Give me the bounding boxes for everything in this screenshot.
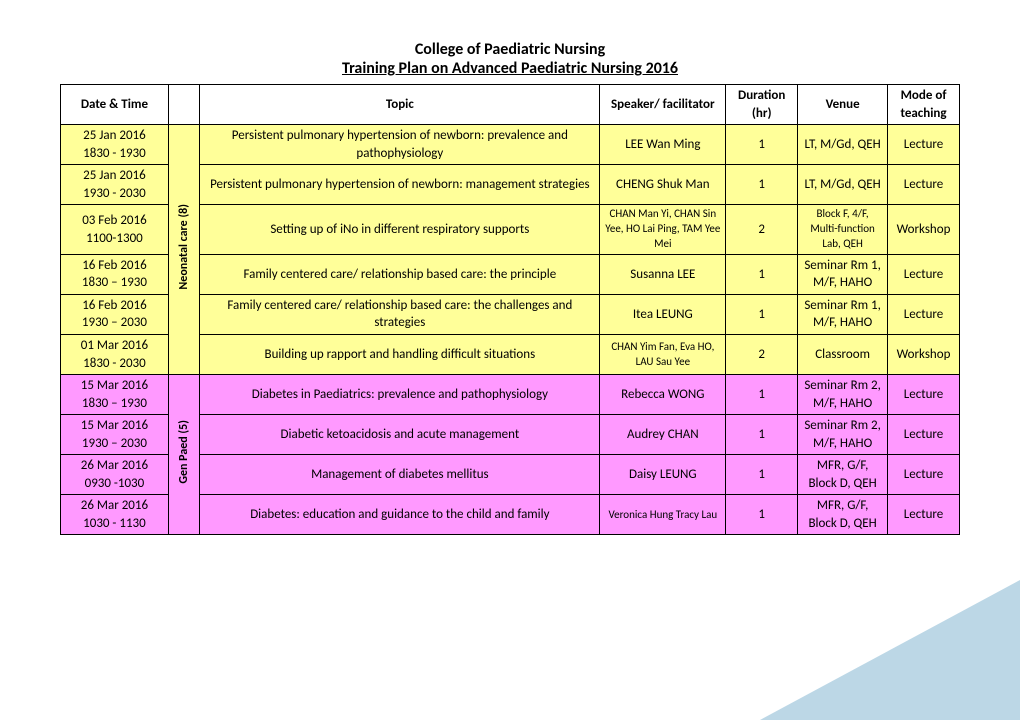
cell-topic: Family centered care/ relationship based…	[200, 254, 600, 294]
cell-speaker: CHAN Yim Fan, Eva HO, LAU Sau Yee	[600, 335, 726, 375]
cell-venue: MFR, G/F, Block D, QEH	[798, 455, 888, 495]
cell-speaker: CHAN Man Yi, CHAN Sin Yee, HO Lai Ping, …	[600, 205, 726, 255]
table-header-row: Date & Time Topic Speaker/ facilitator D…	[61, 85, 960, 125]
cell-date-time: 15 Mar 20161930 – 2030	[61, 415, 169, 455]
col-category	[168, 85, 199, 125]
cell-topic: Persistent pulmonary hypertension of new…	[200, 125, 600, 165]
cell-topic: Persistent pulmonary hypertension of new…	[200, 165, 600, 205]
cell-speaker: CHENG Shuk Man	[600, 165, 726, 205]
cell-duration: 1	[726, 254, 798, 294]
cell-speaker: Veronica Hung Tracy Lau	[600, 495, 726, 535]
cell-topic: Diabetic ketoacidosis and acute manageme…	[200, 415, 600, 455]
cell-venue: LT, M/Gd, QEH	[798, 165, 888, 205]
cell-mode: Lecture	[888, 455, 960, 495]
cell-mode: Lecture	[888, 375, 960, 415]
col-date: Date & Time	[61, 85, 169, 125]
category-label: Neonatal care (8)	[168, 125, 199, 375]
cell-duration: 1	[726, 294, 798, 334]
cell-venue: Classroom	[798, 335, 888, 375]
cell-topic: Setting up of iNo in different respirato…	[200, 205, 600, 255]
cell-topic: Management of diabetes mellitus	[200, 455, 600, 495]
cell-duration: 1	[726, 125, 798, 165]
cell-duration: 1	[726, 455, 798, 495]
cell-mode: Lecture	[888, 165, 960, 205]
col-duration: Duration (hr)	[726, 85, 798, 125]
cell-venue: Seminar Rm 2, M/F, HAHO	[798, 415, 888, 455]
cell-topic: Family centered care/ relationship based…	[200, 294, 600, 334]
cell-date-time: 15 Mar 20161830 – 1930	[61, 375, 169, 415]
cell-duration: 1	[726, 375, 798, 415]
subtitle: Training Plan on Advanced Paediatric Nur…	[60, 59, 960, 78]
col-topic: Topic	[200, 85, 600, 125]
category-label: Gen Paed (5)	[168, 375, 199, 535]
cell-venue: Seminar Rm 1, M/F, HAHO	[798, 294, 888, 334]
cell-speaker: Audrey CHAN	[600, 415, 726, 455]
cell-topic: Diabetes in Paediatrics: prevalence and …	[200, 375, 600, 415]
cell-speaker: Daisy LEUNG	[600, 455, 726, 495]
cell-date-time: 25 Jan 20161930 - 2030	[61, 165, 169, 205]
cell-venue: LT, M/Gd, QEH	[798, 125, 888, 165]
col-speaker: Speaker/ facilitator	[600, 85, 726, 125]
cell-speaker: LEE Wan Ming	[600, 125, 726, 165]
cell-speaker: Susanna LEE	[600, 254, 726, 294]
cell-topic: Diabetes: education and guidance to the …	[200, 495, 600, 535]
cell-date-time: 16 Feb 20161830 – 1930	[61, 254, 169, 294]
cell-mode: Workshop	[888, 205, 960, 255]
cell-duration: 1	[726, 165, 798, 205]
cell-venue: MFR, G/F, Block D, QEH	[798, 495, 888, 535]
cell-topic: Building up rapport and handling difficu…	[200, 335, 600, 375]
title: College of Paediatric Nursing	[60, 40, 960, 59]
cell-mode: Lecture	[888, 495, 960, 535]
cell-venue: Block F, 4/F, Multi-function Lab, QEH	[798, 205, 888, 255]
cell-duration: 2	[726, 335, 798, 375]
cell-mode: Lecture	[888, 294, 960, 334]
cell-date-time: 03 Feb 20161100-1300	[61, 205, 169, 255]
corner-decoration	[760, 580, 1020, 720]
cell-venue: Seminar Rm 2, M/F, HAHO	[798, 375, 888, 415]
col-venue: Venue	[798, 85, 888, 125]
cell-date-time: 16 Feb 20161930 – 2030	[61, 294, 169, 334]
cell-duration: 1	[726, 415, 798, 455]
cell-date-time: 01 Mar 20161830 - 2030	[61, 335, 169, 375]
cell-date-time: 26 Mar 20160930 -1030	[61, 455, 169, 495]
cell-date-time: 26 Mar 20161030 - 1130	[61, 495, 169, 535]
cell-mode: Lecture	[888, 415, 960, 455]
cell-date-time: 25 Jan 20161830 - 1930	[61, 125, 169, 165]
cell-speaker: Rebecca WONG	[600, 375, 726, 415]
cell-mode: Lecture	[888, 254, 960, 294]
cell-duration: 1	[726, 495, 798, 535]
cell-mode: Workshop	[888, 335, 960, 375]
cell-mode: Lecture	[888, 125, 960, 165]
cell-speaker: Itea LEUNG	[600, 294, 726, 334]
cell-duration: 2	[726, 205, 798, 255]
col-mode: Mode of teaching	[888, 85, 960, 125]
table-row: 15 Mar 20161830 – 1930Gen Paed (5)Diabet…	[61, 375, 960, 415]
cell-venue: Seminar Rm 1, M/F, HAHO	[798, 254, 888, 294]
document-header: College of Paediatric Nursing Training P…	[60, 40, 960, 78]
table-row: 25 Jan 20161830 - 1930Neonatal care (8)P…	[61, 125, 960, 165]
training-plan-table: Date & Time Topic Speaker/ facilitator D…	[60, 84, 960, 535]
